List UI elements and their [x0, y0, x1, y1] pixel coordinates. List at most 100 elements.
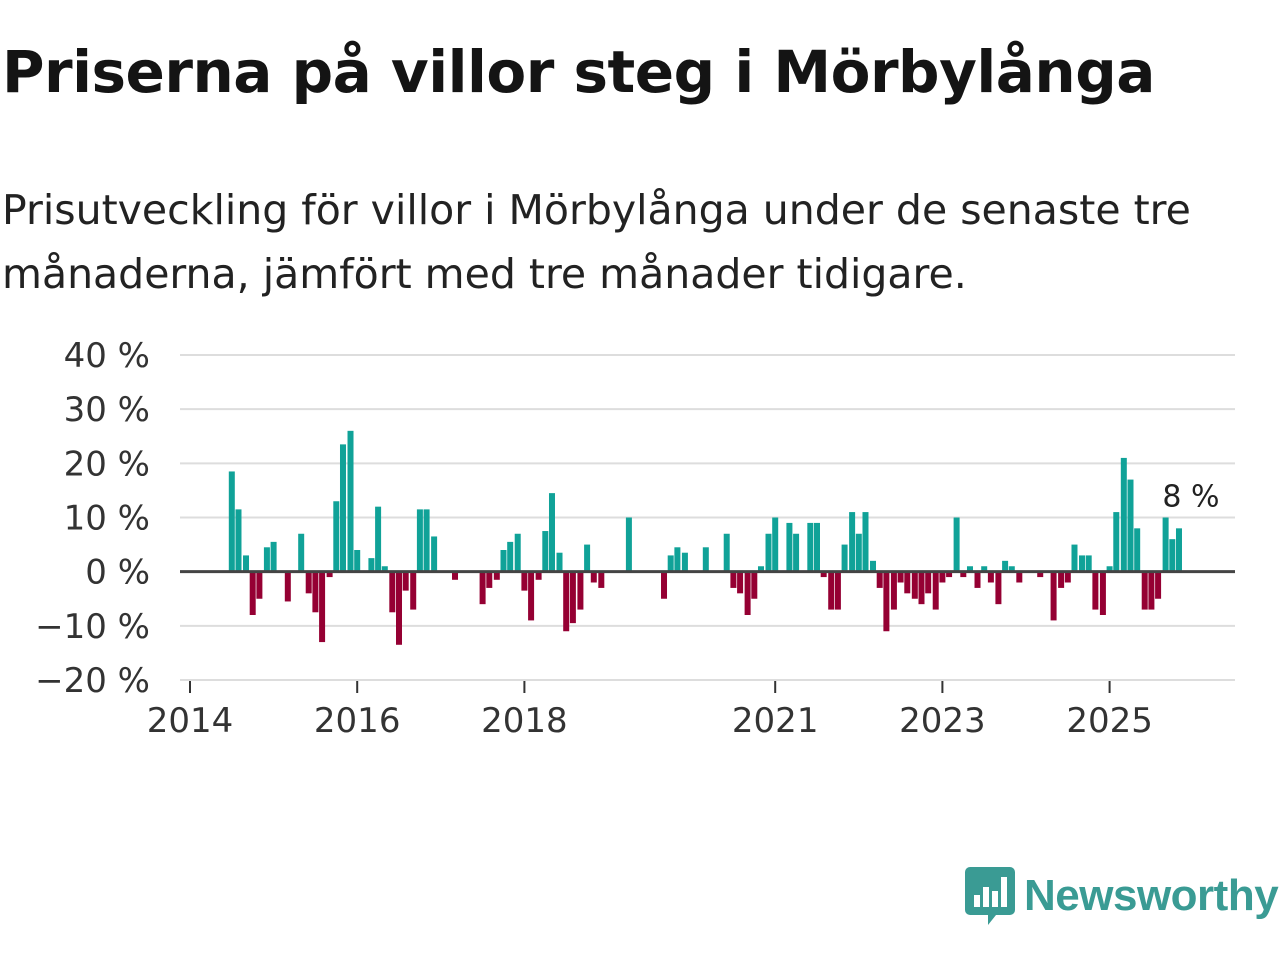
bar: [966, 566, 973, 572]
bar: [834, 571, 841, 610]
x-tick-label: 2025: [1066, 701, 1153, 741]
bar: [1134, 528, 1141, 572]
bar: [1148, 571, 1155, 610]
bar: [911, 571, 918, 599]
bar: [381, 566, 388, 572]
bar: [939, 571, 946, 583]
bar: [347, 430, 354, 572]
x-tick-label: 2021: [732, 701, 819, 741]
bar: [590, 571, 597, 583]
bar: [333, 501, 340, 572]
bars-layer: [228, 430, 1182, 645]
bar: [431, 536, 438, 572]
bar: [354, 550, 361, 572]
bar: [870, 560, 877, 572]
price-change-chart: −20 % −10 % 0 % 10 % 20 % 30 % 40 % 2014 2016 201…: [35, 336, 1235, 741]
logo-name: Newsworthy: [1024, 871, 1279, 920]
bar: [1037, 571, 1044, 578]
bar: [1127, 479, 1134, 572]
bar: [765, 533, 772, 572]
page-title: Priserna på villor steg i Mörbylånga: [2, 38, 1155, 106]
bar: [751, 571, 758, 599]
bar: [737, 571, 744, 594]
bar: [389, 571, 396, 613]
bar: [820, 571, 827, 578]
bar: [326, 571, 333, 578]
bar: [1175, 528, 1182, 572]
bar: [500, 550, 507, 572]
axis-layer: −20 % −10 % 0 % 10 % 20 % 30 % 40 % 2014 2016 201…: [35, 336, 1235, 741]
grid-layer: [180, 354, 1235, 681]
bar: [1071, 544, 1078, 572]
bar: [535, 571, 542, 580]
bar: [681, 552, 688, 572]
bar: [1085, 555, 1092, 572]
bar: [270, 541, 277, 572]
bar: [584, 544, 591, 572]
bar: [402, 571, 409, 591]
page-subtitle: Prisutveckling för villor i Mörbylånga u…: [2, 186, 1191, 298]
bar: [569, 571, 576, 624]
bar: [772, 517, 779, 572]
bar: [667, 555, 674, 572]
bar: [416, 509, 423, 572]
bar: [319, 571, 326, 643]
x-tick-label: 2023: [899, 701, 986, 741]
bar: [1120, 457, 1127, 572]
bar: [493, 571, 500, 580]
y-tick-label: 10 %: [64, 499, 150, 539]
bar: [263, 547, 270, 572]
bar: [243, 555, 250, 572]
bar: [953, 517, 960, 572]
bar: [598, 571, 605, 588]
bar: [1002, 560, 1009, 572]
bar: [995, 571, 1002, 605]
bar: [1106, 566, 1113, 572]
bar: [368, 558, 375, 572]
bar: [479, 571, 486, 605]
bar: [883, 571, 890, 632]
bar: [312, 571, 319, 613]
x-tick-label: 2018: [481, 701, 568, 741]
bar: [757, 566, 764, 572]
bar: [807, 522, 814, 572]
y-tick-label: −10 %: [35, 607, 150, 647]
bar: [1141, 571, 1148, 610]
bar: [904, 571, 911, 594]
bar: [284, 571, 291, 602]
bar: [849, 512, 856, 572]
bar: [249, 571, 256, 615]
bar: [1092, 571, 1099, 610]
bar: [1162, 517, 1169, 572]
bar: [235, 509, 242, 572]
newsworthy-logo: Newsworthy: [964, 864, 1279, 928]
x-tick-label: 2014: [147, 701, 234, 741]
bar: [625, 517, 632, 572]
bar: [702, 547, 709, 572]
bar: [828, 571, 835, 610]
bar: [1058, 571, 1065, 588]
bar: [855, 533, 862, 572]
bar: [890, 571, 897, 610]
bar: [1050, 571, 1057, 621]
bar: [786, 522, 793, 572]
bar: [974, 571, 981, 588]
bar: [256, 571, 263, 599]
bar: [528, 571, 535, 621]
bar: [674, 547, 681, 572]
bar: [556, 552, 563, 572]
bar: [876, 571, 883, 588]
bar: [1155, 571, 1162, 599]
bar: [548, 493, 555, 572]
bar: [1008, 566, 1015, 572]
bar: [981, 566, 988, 572]
bar: [339, 444, 346, 572]
bar: [514, 533, 521, 572]
y-tick-label: 20 %: [64, 444, 150, 484]
bar: [730, 571, 737, 588]
bar: [542, 531, 549, 572]
bar: [932, 571, 939, 610]
bar: [452, 571, 459, 580]
y-tick-label: 30 %: [64, 390, 150, 430]
bar: [577, 571, 584, 610]
